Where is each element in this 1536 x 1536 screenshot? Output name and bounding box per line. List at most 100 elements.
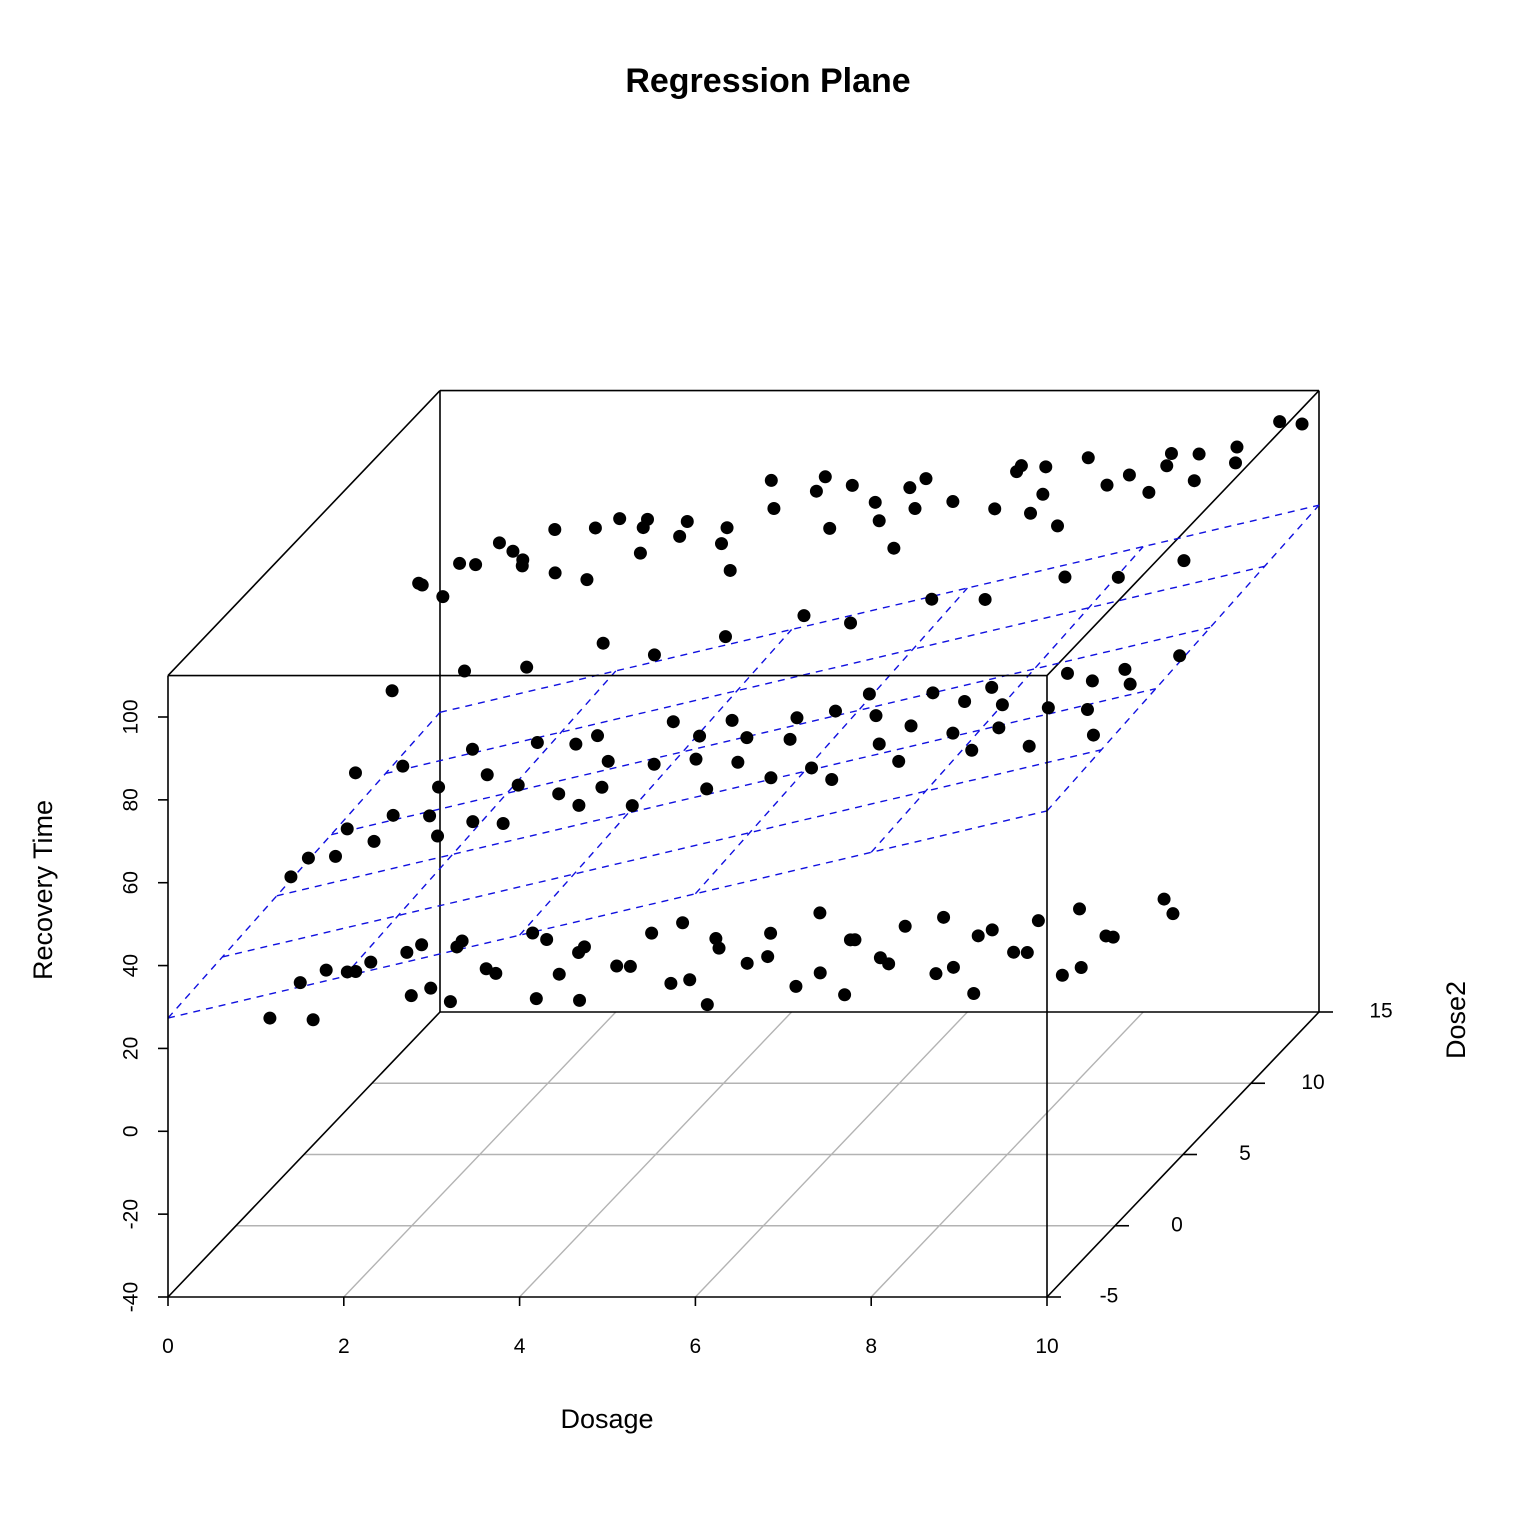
data-point bbox=[838, 988, 852, 1002]
x-tick-label: 2 bbox=[338, 1335, 350, 1358]
data-point bbox=[1085, 674, 1099, 688]
data-point bbox=[946, 960, 960, 974]
plane-line bbox=[870, 546, 1144, 853]
data-point bbox=[666, 715, 680, 729]
data-point bbox=[423, 809, 437, 823]
data-point bbox=[700, 782, 714, 796]
data-point bbox=[432, 780, 446, 794]
data-point bbox=[761, 950, 775, 964]
data-point bbox=[844, 616, 858, 630]
floor-grid-line bbox=[519, 1011, 793, 1298]
data-point bbox=[903, 481, 917, 495]
data-point bbox=[489, 966, 503, 980]
data-point bbox=[1020, 946, 1034, 960]
data-point bbox=[340, 822, 354, 836]
data-point bbox=[443, 995, 457, 1009]
data-point bbox=[673, 529, 687, 543]
plane-line bbox=[694, 587, 968, 895]
x-tick-label: 6 bbox=[690, 1335, 702, 1358]
data-point bbox=[1157, 892, 1171, 906]
data-point bbox=[415, 938, 429, 952]
y-tick-label: 15 bbox=[1369, 1000, 1392, 1023]
z-tick-label: -20 bbox=[120, 1199, 143, 1229]
data-point bbox=[767, 502, 781, 516]
data-point bbox=[845, 478, 859, 492]
plane-line bbox=[276, 687, 1156, 897]
data-point bbox=[720, 521, 734, 535]
z-tick-label: 0 bbox=[120, 1125, 143, 1137]
data-point bbox=[349, 964, 363, 978]
x-tick-label: 8 bbox=[865, 1335, 877, 1358]
data-point bbox=[693, 729, 707, 743]
data-point bbox=[400, 945, 414, 959]
data-point bbox=[797, 609, 811, 623]
data-point bbox=[689, 752, 703, 766]
data-point bbox=[496, 816, 510, 830]
data-point bbox=[1166, 907, 1180, 921]
data-point bbox=[1007, 945, 1021, 959]
data-point bbox=[1160, 459, 1174, 473]
data-point bbox=[588, 521, 602, 535]
data-point bbox=[925, 592, 939, 606]
data-point bbox=[526, 926, 540, 940]
plane-line bbox=[439, 504, 1320, 714]
data-point bbox=[926, 686, 940, 700]
data-point bbox=[548, 566, 562, 580]
data-point bbox=[715, 537, 729, 551]
data-point bbox=[823, 521, 837, 535]
data-point bbox=[591, 729, 605, 743]
data-point bbox=[1123, 677, 1137, 691]
data-point bbox=[633, 546, 647, 560]
data-point bbox=[1230, 440, 1244, 454]
data-point bbox=[873, 951, 887, 965]
data-point bbox=[1031, 914, 1045, 928]
data-point bbox=[601, 754, 615, 768]
data-point bbox=[306, 1013, 320, 1027]
data-point bbox=[731, 755, 745, 769]
data-point bbox=[887, 541, 901, 555]
data-point bbox=[1177, 554, 1191, 568]
z-tick-label: 40 bbox=[120, 954, 143, 977]
data-point bbox=[647, 757, 661, 771]
box-front bbox=[167, 674, 1320, 1298]
x-tick-label: 0 bbox=[162, 1335, 174, 1358]
data-point bbox=[1060, 666, 1074, 680]
data-point bbox=[466, 815, 480, 829]
data-point bbox=[367, 834, 381, 848]
floor-grid bbox=[236, 1011, 1251, 1298]
data-point bbox=[506, 544, 520, 558]
data-point bbox=[424, 981, 438, 995]
data-point bbox=[1118, 662, 1132, 676]
data-point bbox=[329, 849, 343, 863]
data-point bbox=[480, 768, 494, 782]
data-point bbox=[985, 680, 999, 694]
z-tick-label: -40 bbox=[120, 1282, 143, 1312]
data-point bbox=[1100, 478, 1114, 492]
data-point bbox=[385, 684, 399, 698]
data-point bbox=[919, 472, 933, 486]
data-point bbox=[492, 536, 506, 550]
data-point bbox=[469, 558, 483, 572]
data-point bbox=[676, 916, 690, 930]
data-point bbox=[548, 523, 562, 537]
y-tick-label: -5 bbox=[1100, 1285, 1119, 1308]
data-point bbox=[1058, 570, 1072, 584]
data-point bbox=[610, 959, 624, 973]
data-point bbox=[789, 979, 803, 993]
regression-plane bbox=[167, 504, 1320, 1019]
data-point bbox=[552, 787, 566, 801]
data-point bbox=[869, 709, 883, 723]
data-points bbox=[263, 415, 1309, 1027]
data-point bbox=[872, 514, 886, 528]
data-point bbox=[872, 737, 886, 751]
data-point bbox=[1192, 447, 1206, 461]
data-point bbox=[458, 664, 472, 678]
data-point bbox=[284, 870, 298, 884]
data-point bbox=[805, 761, 819, 775]
plane-line bbox=[343, 670, 617, 978]
data-point bbox=[431, 829, 445, 843]
data-point bbox=[645, 926, 659, 940]
data-point bbox=[764, 926, 778, 940]
data-point bbox=[386, 808, 400, 822]
data-point bbox=[790, 711, 804, 725]
